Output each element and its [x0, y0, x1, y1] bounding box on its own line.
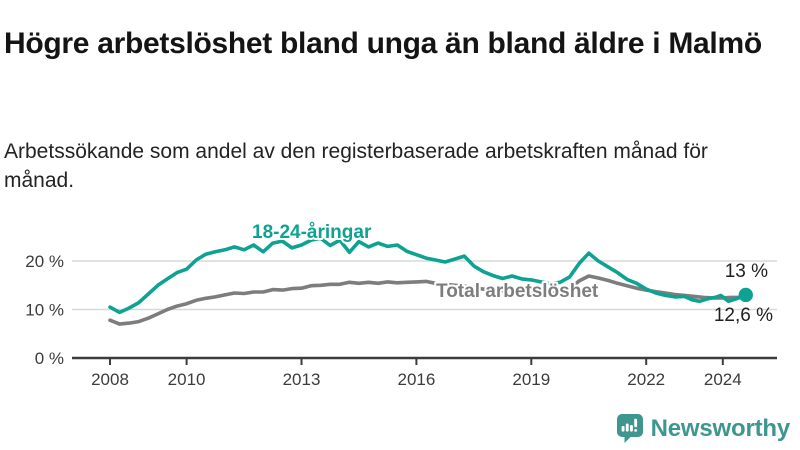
newsworthy-brand-text: Newsworthy	[650, 414, 791, 442]
x-tick-label-2022: 2022	[627, 370, 665, 389]
end-value-youth: 13 %	[725, 261, 768, 282]
series-end-dot	[738, 287, 753, 303]
newsworthy-logo[interactable]: Newsworthy	[616, 414, 791, 443]
x-tick-label-2016: 2016	[397, 370, 435, 389]
page-subtitle: Arbetssökande som andel av den registerb…	[4, 140, 708, 192]
x-tick-label-2008: 2008	[91, 370, 129, 389]
x-axis: 2008 2010 2013 2016 2019 2022 2024	[72, 356, 777, 389]
page-title: Högre arbetslöshet bland unga än bland ä…	[4, 27, 762, 61]
x-tick-label-2010: 2010	[168, 370, 206, 389]
series-line-18-24-åringar	[108, 236, 748, 315]
x-tick-label-2013: 2013	[283, 370, 321, 389]
newsworthy-icon	[616, 414, 643, 443]
series-line-total-arbetslöshet	[108, 274, 748, 326]
gridlines: 0 % 10 % 20 %	[25, 252, 777, 368]
series-label-youth: 18-24-åringar	[252, 222, 372, 243]
x-tick-label-2024: 2024	[704, 370, 742, 389]
x-tick-label-2019: 2019	[512, 370, 550, 389]
series-lines	[108, 236, 753, 326]
y-tick-label-10: 10 %	[25, 301, 64, 320]
y-tick-label-20: 20 %	[25, 252, 64, 271]
end-value-total: 12,6 %	[714, 305, 773, 326]
series-label-total: Total arbetslöshet	[436, 281, 599, 302]
y-tick-label-0: 0 %	[35, 349, 64, 368]
